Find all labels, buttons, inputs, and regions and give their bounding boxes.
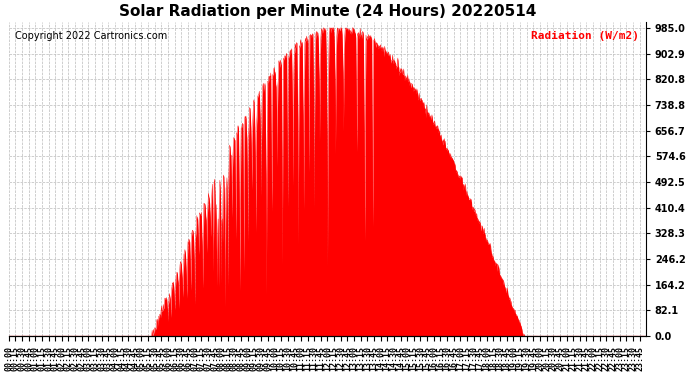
Title: Solar Radiation per Minute (24 Hours) 20220514: Solar Radiation per Minute (24 Hours) 20… <box>119 4 536 19</box>
Text: Radiation (W/m2): Radiation (W/m2) <box>531 31 640 41</box>
Text: Copyright 2022 Cartronics.com: Copyright 2022 Cartronics.com <box>15 31 167 41</box>
